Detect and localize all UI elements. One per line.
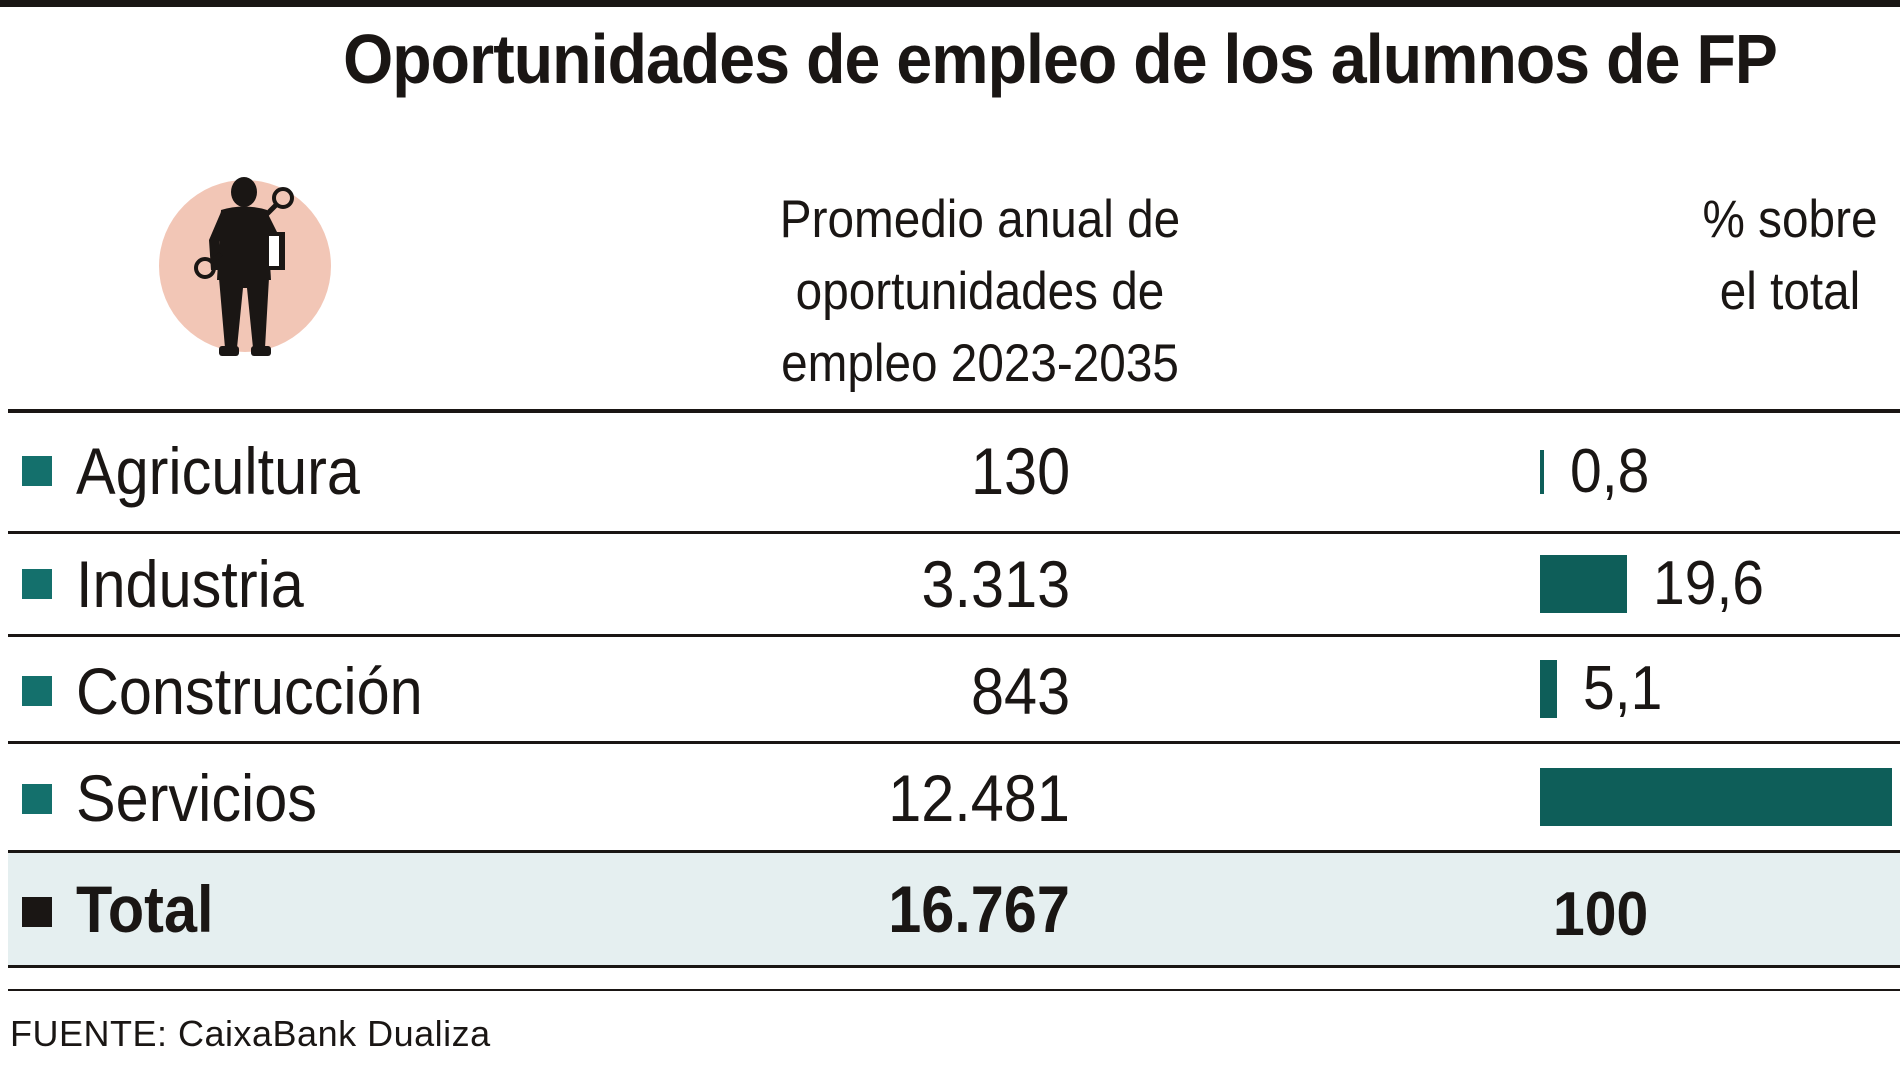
source-rule xyxy=(8,989,1900,991)
row-label: Construcción xyxy=(76,654,423,728)
column-header-line: oportunidades de xyxy=(795,262,1165,321)
total-row: Total 16.767 100 xyxy=(8,853,1900,965)
column-header-line: empleo 2023-2035 xyxy=(781,334,1179,393)
row-label: Agricultura xyxy=(76,434,360,508)
table-row: Agricultura 130 0,8 xyxy=(8,413,1900,531)
total-marker xyxy=(22,897,52,927)
chart-title: Oportunidades de empleo de los alumnos d… xyxy=(343,20,1778,98)
total-percent: 100 xyxy=(1553,880,1649,949)
percent-bar xyxy=(1540,555,1627,613)
header-divider xyxy=(8,409,1900,413)
source-note: FUENTE: CaixaBank Dualiza xyxy=(10,1013,491,1054)
top-rule xyxy=(0,0,1900,7)
column-header-opportunities: Promedio anual de oportunidades de emple… xyxy=(728,184,1232,400)
table-row: Construcción 843 5,1 xyxy=(8,637,1900,741)
percent-bar xyxy=(1540,660,1557,718)
row-marker xyxy=(22,456,52,486)
row-opportunities: 843 xyxy=(970,654,1070,728)
table-row: Servicios 12.481 xyxy=(8,744,1900,850)
row-marker xyxy=(22,569,52,599)
worker-with-wrenches-and-book-icon xyxy=(155,170,345,370)
row-marker xyxy=(22,676,52,706)
table-bottom-rule xyxy=(8,965,1900,968)
total-opportunities: 16.767 xyxy=(888,872,1070,946)
row-opportunities: 12.481 xyxy=(888,761,1070,835)
column-header-line: el total xyxy=(1719,262,1861,321)
row-divider xyxy=(8,634,1900,637)
column-header-percent: % sobre el total xyxy=(1655,184,1900,328)
row-label: Servicios xyxy=(76,761,317,835)
column-header-line: Promedio anual de xyxy=(779,190,1181,249)
row-opportunities: 130 xyxy=(970,434,1070,508)
percent-label: 0,8 xyxy=(1570,437,1650,506)
column-header-line: % sobre xyxy=(1702,190,1878,249)
percent-label: 19,6 xyxy=(1653,549,1765,618)
row-divider xyxy=(8,531,1900,534)
percent-label: 5,1 xyxy=(1583,654,1663,723)
row-divider xyxy=(8,741,1900,744)
table-row: Industria 3.313 19,6 xyxy=(8,534,1900,634)
row-marker xyxy=(22,784,52,814)
row-divider xyxy=(8,850,1900,853)
row-label: Industria xyxy=(76,547,304,621)
percent-bar xyxy=(1540,768,1892,826)
total-label: Total xyxy=(76,872,214,946)
percent-bar xyxy=(1540,450,1544,494)
row-opportunities: 3.313 xyxy=(921,547,1070,621)
